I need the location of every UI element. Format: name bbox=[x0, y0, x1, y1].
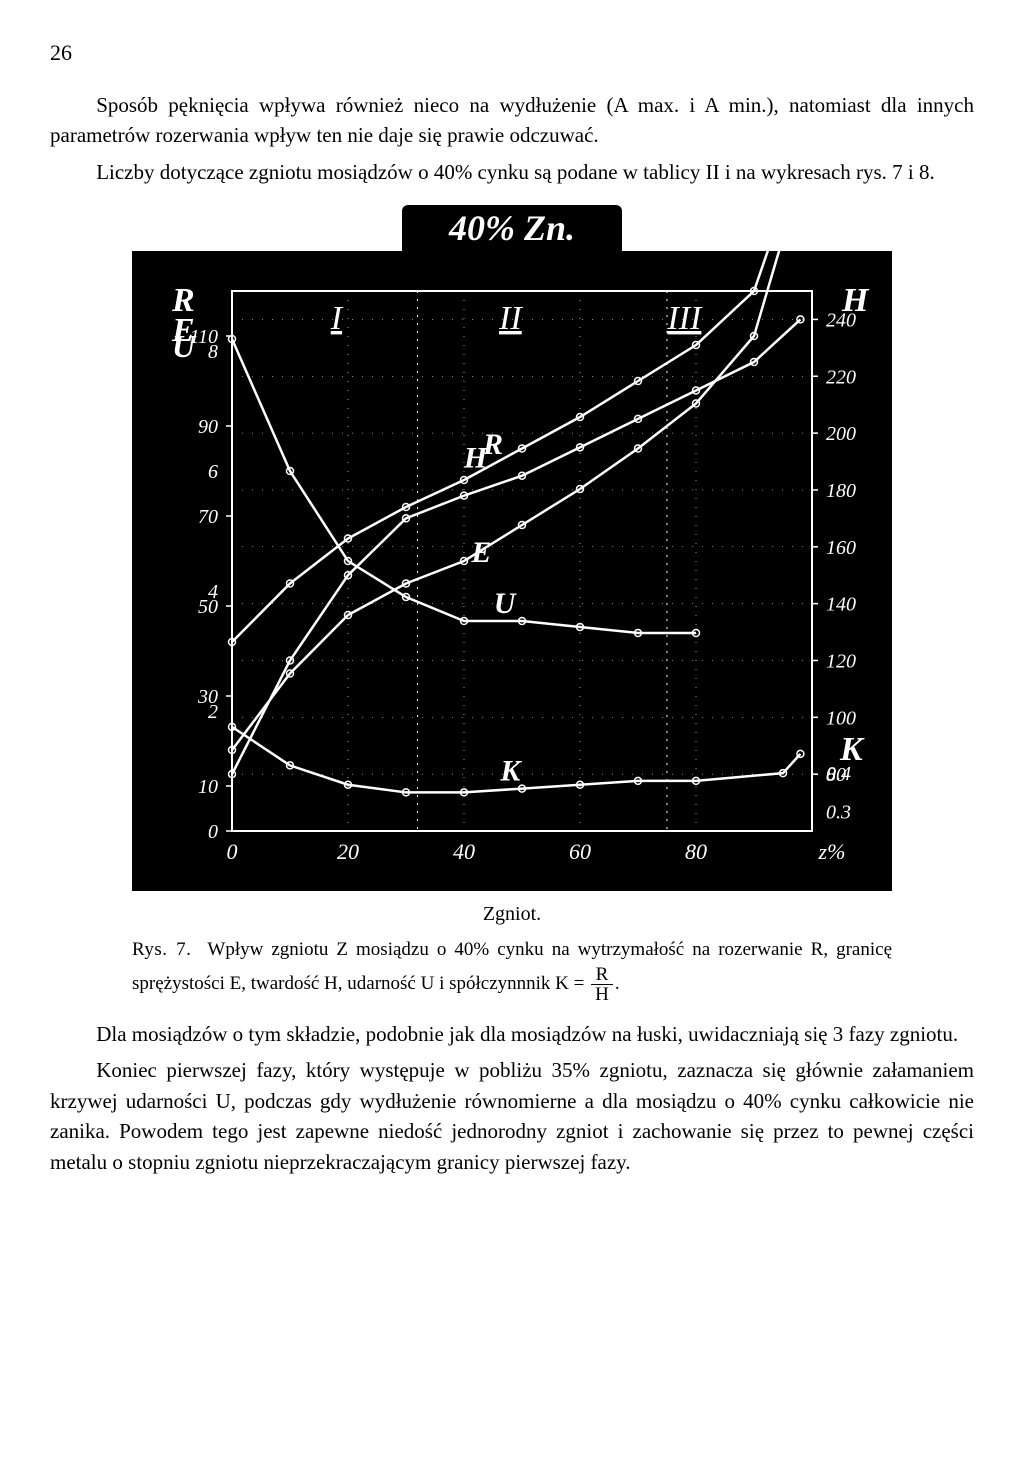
svg-text:K: K bbox=[499, 755, 522, 788]
svg-text:200: 200 bbox=[826, 423, 856, 445]
svg-text:R: R bbox=[482, 428, 503, 461]
svg-text:240: 240 bbox=[826, 310, 856, 332]
paragraph-3: Dla mosiądzów o tym składzie, podobnie j… bbox=[50, 1019, 974, 1049]
x-axis-caption: Zgniot. bbox=[132, 903, 892, 926]
svg-text:180: 180 bbox=[826, 480, 856, 502]
svg-text:4: 4 bbox=[208, 581, 218, 603]
chart-title: 40% Zn. bbox=[402, 205, 622, 253]
svg-text:0.4: 0.4 bbox=[826, 763, 851, 785]
paragraph-2: Liczby dotyczące zgniotu mosiądzów o 40%… bbox=[50, 157, 974, 187]
svg-text:8: 8 bbox=[208, 341, 218, 363]
svg-text:160: 160 bbox=[826, 537, 856, 559]
svg-text:U: U bbox=[172, 328, 197, 364]
svg-text:U: U bbox=[494, 587, 517, 620]
fig-caption-text: Wpływ zgniotu Z mosiądzu o 40% cynku na … bbox=[132, 939, 892, 993]
svg-text:80: 80 bbox=[685, 839, 707, 864]
svg-text:90: 90 bbox=[198, 416, 218, 438]
chart-svg: 020406080z%IIIIIIRE11090705030100U8642H2… bbox=[132, 251, 892, 891]
svg-text:I: I bbox=[330, 300, 344, 337]
paragraph-4: Koniec pierwszej fazy, który występuje w… bbox=[50, 1055, 974, 1177]
figure-caption: Rys. 7. Wpływ zgniotu Z mosiądzu o 40% c… bbox=[132, 936, 892, 1004]
svg-text:70: 70 bbox=[198, 506, 218, 528]
svg-text:140: 140 bbox=[826, 594, 856, 616]
chart-area: 020406080z%IIIIIIRE11090705030100U8642H2… bbox=[132, 251, 892, 891]
svg-text:120: 120 bbox=[826, 651, 856, 673]
paragraph-1: Sposób pęknięcia wpływa również nieco na… bbox=[50, 90, 974, 151]
svg-text:0: 0 bbox=[208, 821, 218, 843]
svg-text:10: 10 bbox=[198, 776, 218, 798]
page-number: 26 bbox=[50, 40, 974, 66]
svg-text:100: 100 bbox=[826, 708, 856, 730]
svg-text:E: E bbox=[470, 536, 491, 569]
svg-text:220: 220 bbox=[826, 367, 856, 389]
svg-text:z%: z% bbox=[818, 839, 846, 864]
svg-text:0.3: 0.3 bbox=[826, 802, 851, 824]
svg-text:0: 0 bbox=[227, 839, 238, 864]
figure-7: 40% Zn. 020406080z%IIIIIIRE1109070503010… bbox=[132, 205, 892, 1004]
svg-text:2: 2 bbox=[208, 701, 218, 723]
svg-text:II: II bbox=[498, 300, 523, 337]
svg-text:20: 20 bbox=[337, 839, 359, 864]
svg-text:40: 40 bbox=[453, 839, 475, 864]
fraction-R-over-H: RH bbox=[591, 965, 613, 1004]
svg-text:60: 60 bbox=[569, 839, 591, 864]
svg-text:III: III bbox=[666, 300, 703, 337]
fig-label: Rys. 7. bbox=[132, 939, 191, 960]
svg-text:6: 6 bbox=[208, 461, 218, 483]
